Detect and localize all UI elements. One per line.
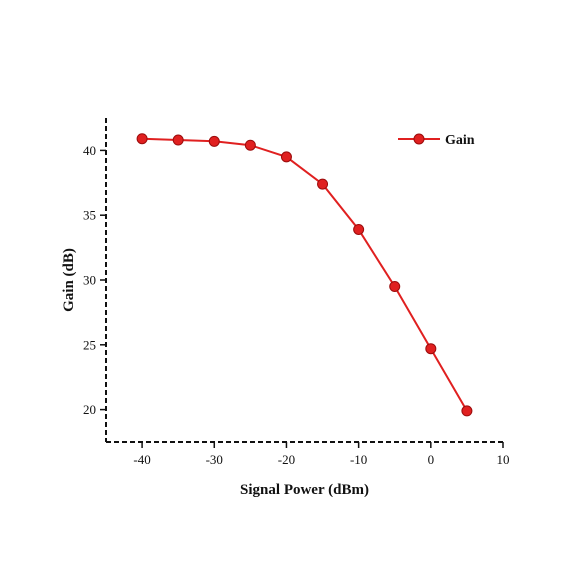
y-tick-label: 30 <box>83 273 96 288</box>
data-point <box>461 405 473 417</box>
y-tick-label: 20 <box>83 402 96 417</box>
x-tick-label: 10 <box>497 452 510 467</box>
axes <box>105 118 503 443</box>
data-point <box>280 151 292 163</box>
y-tick-label: 40 <box>83 143 96 158</box>
y-tick-label: 25 <box>83 337 96 352</box>
legend: Gain <box>398 133 475 148</box>
y-ticks: 20 25 30 35 40 <box>83 143 106 417</box>
x-tick-label: 0 <box>428 452 435 467</box>
series-line-gain <box>142 137 468 412</box>
x-tick-label: -40 <box>133 452 150 467</box>
data-point <box>136 133 148 145</box>
data-point <box>425 343 437 355</box>
x-axis-title: Signal Power (dBm) <box>240 482 369 498</box>
data-point <box>208 135 220 147</box>
series-layer <box>136 133 473 417</box>
data-point <box>244 139 256 151</box>
x-ticks: -40 -30 -20 -10 0 10 <box>133 442 510 467</box>
x-tick-label: -30 <box>206 452 223 467</box>
data-point <box>317 178 329 190</box>
y-axis-title: Gain (dB) <box>61 248 77 312</box>
legend-label-gain: Gain <box>445 133 475 148</box>
data-point <box>389 280 401 292</box>
x-tick-label: -10 <box>350 452 367 467</box>
data-point <box>353 223 365 235</box>
legend-marker <box>413 133 425 145</box>
x-tick-label: -20 <box>278 452 295 467</box>
data-point <box>172 134 184 146</box>
y-tick-label: 35 <box>83 208 96 223</box>
